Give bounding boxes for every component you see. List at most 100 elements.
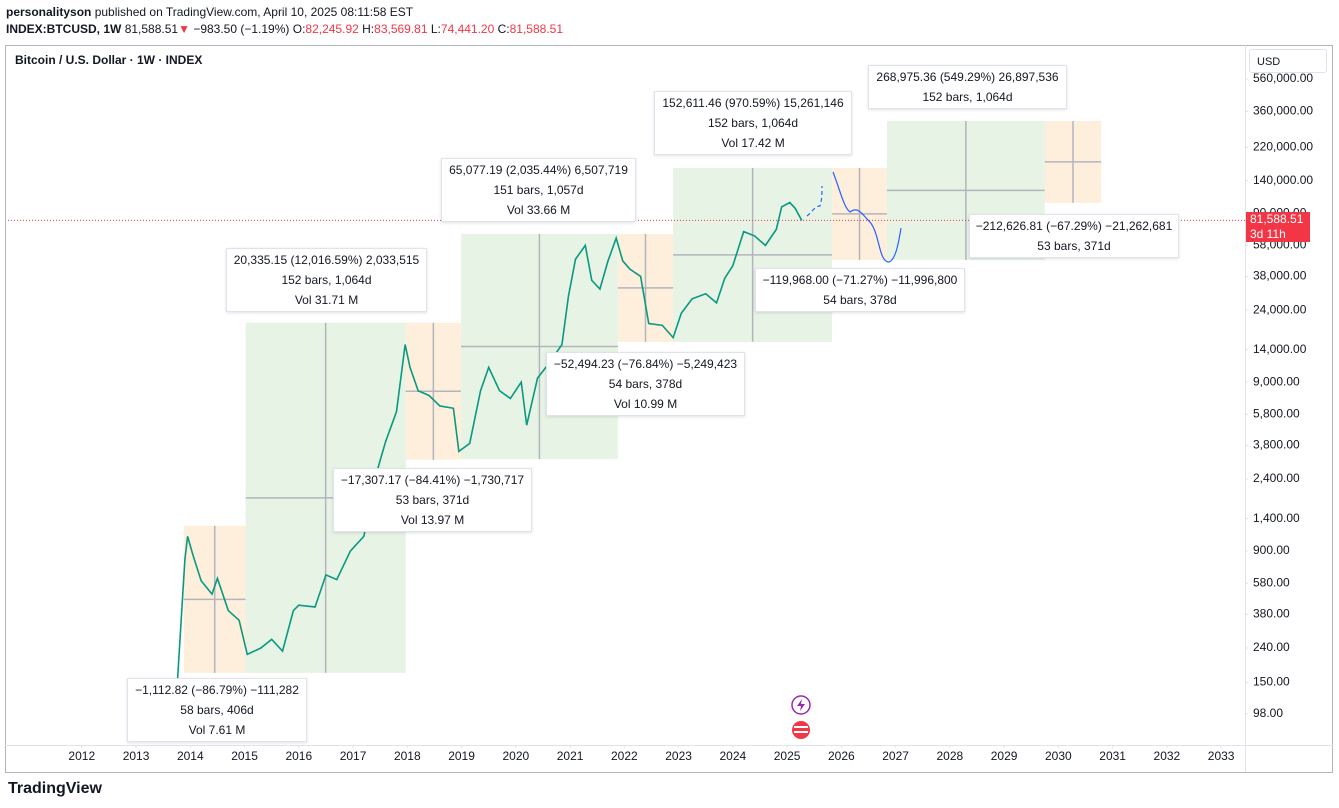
- projection-curve: [832, 171, 902, 263]
- measure-box: 65,077.19 (2,035.44%) 6,507,719 151 bars,…: [441, 158, 636, 222]
- symbol: INDEX:BTCUSD, 1W: [6, 22, 122, 36]
- x-tick-label: 2020: [502, 749, 529, 763]
- high-value: 83,569.81: [374, 22, 428, 36]
- measure-box: −52,494.23 (−76.84%) −5,249,423 54 bars, …: [546, 352, 745, 416]
- x-tick-label: 2023: [665, 749, 692, 763]
- x-tick-label: 2029: [991, 749, 1018, 763]
- measure-line: Vol 7.61 M: [188, 723, 246, 737]
- measure-box: 268,975.36 (549.29%) 26,897,536 152 bars,…: [868, 65, 1067, 109]
- y-tick-label: 5,800.00: [1253, 406, 1300, 420]
- low-value: 74,441.20: [440, 22, 495, 36]
- measure-box: 20,335.15 (12,016.59%) 2,033,515 152 bars…: [226, 248, 427, 312]
- projection-dash: [806, 185, 823, 217]
- chart-title: Bitcoin / U.S. Dollar · 1W · INDEX: [15, 53, 203, 67]
- y-tick-label: 38,000.00: [1253, 269, 1307, 283]
- measure-line: Vol 17.42 M: [721, 136, 785, 150]
- measure-line: Vol 13.97 M: [400, 513, 465, 527]
- currency-button[interactable]: USD: [1249, 49, 1327, 73]
- symbol-info: INDEX:BTCUSD, 1W 81,588.51▼ −983.50 (−1.…: [6, 22, 563, 36]
- x-tick-label: 2017: [340, 749, 367, 763]
- zones: [183, 120, 1102, 673]
- countdown: 3d 11h: [1250, 227, 1286, 242]
- y-tick-label: 3,800.00: [1253, 438, 1300, 452]
- measure-line: 152 bars, 1,064d: [281, 273, 372, 287]
- measure-line: 54 bars, 378d: [608, 377, 683, 391]
- price-line: [175, 201, 803, 694]
- x-tick-label: 2014: [177, 749, 204, 763]
- measure-line: −17,307.17 (−84.41%) −1,730,717: [340, 473, 525, 487]
- flash-icon: [797, 699, 805, 711]
- low-label: L:: [430, 22, 441, 36]
- measure-line: 152 bars, 1,064d: [922, 90, 1013, 104]
- x-tick-label: 2012: [68, 749, 95, 763]
- measure-box: −119,968.00 (−71.27%) −11,996,800 54 bars…: [755, 268, 965, 312]
- last-price: 81,588.51: [124, 22, 179, 36]
- high-label: H:: [362, 22, 375, 36]
- measure-line: 58 bars, 406d: [180, 703, 254, 717]
- y-tick-label: 560,000.00: [1253, 71, 1313, 85]
- measure-line: 53 bars, 371d: [1037, 239, 1111, 253]
- x-tick-label: 2025: [774, 749, 801, 763]
- y-tick-label: 220,000.00: [1253, 140, 1313, 154]
- publish-info: personalityson published on TradingView.…: [6, 5, 413, 19]
- x-tick-label: 2028: [937, 749, 964, 763]
- measure-line: 65,077.19 (2,035.44%) 6,507,719: [449, 163, 628, 177]
- open-value: 82,245.92: [305, 22, 359, 36]
- flag-stripe: [794, 726, 808, 728]
- measure-line: −52,494.23 (−76.84%) −5,249,423: [553, 357, 738, 371]
- measure-line: 151 bars, 1,057d: [493, 183, 584, 197]
- x-tick-label: 2019: [448, 749, 475, 763]
- measure-line: 53 bars, 371d: [395, 493, 470, 507]
- y-tick-label: 2,400.00: [1253, 471, 1300, 485]
- measure-line: 268,975.36 (549.29%) 26,897,536: [876, 70, 1059, 84]
- y-tick-label: 580.00: [1253, 575, 1290, 589]
- y-tick-label: 9,000.00: [1253, 374, 1300, 388]
- x-tick-label: 2015: [231, 749, 258, 763]
- x-tick-label: 2016: [285, 749, 312, 763]
- measure-box: 152,611.46 (970.59%) 15,261,146 152 bars,…: [654, 91, 852, 155]
- y-tick-label: 1,400.00: [1253, 511, 1300, 525]
- y-tick-label: 150.00: [1253, 675, 1290, 689]
- measure-line: −119,968.00 (−71.27%) −11,996,800: [762, 273, 958, 287]
- down-arrow: ▼: [178, 22, 190, 36]
- open-label: O:: [292, 22, 306, 36]
- x-tick-label: 2027: [882, 749, 909, 763]
- publish-text: published on TradingView.com, April 10, …: [94, 5, 414, 19]
- x-tick-label: 2030: [1045, 749, 1072, 763]
- x-tick-label: 2024: [719, 749, 746, 763]
- measure-line: Vol 33.66 M: [506, 203, 571, 217]
- projection: [806, 171, 902, 263]
- last-price-value: 81,588.51: [1250, 212, 1304, 227]
- y-tick-label: 900.00: [1253, 543, 1290, 557]
- axes: 2012 2013 2014 2015 2016 2017 2018 2019 2020 2021…: [68, 71, 1313, 763]
- measure-box: −17,307.17 (−84.41%) −1,730,717 53 bars, …: [333, 468, 532, 532]
- y-tick-label: 140,000.00: [1253, 173, 1313, 187]
- x-tick-label: 2031: [1099, 749, 1126, 763]
- y-tick-label: 14,000.00: [1253, 342, 1307, 356]
- x-tick-label: 2021: [557, 749, 584, 763]
- measure-line: −1,112.82 (−86.79%) −111,282: [135, 683, 299, 697]
- measure-box: −1,112.82 (−86.79%) −111,282 58 bars, 406…: [127, 678, 307, 742]
- x-tick-label: 2032: [1154, 749, 1181, 763]
- x-tick-label: 2018: [394, 749, 421, 763]
- x-tick-label: 2026: [828, 749, 855, 763]
- brand-logo[interactable]: TradingView: [8, 780, 102, 797]
- change: −983.50 (−1.19%): [193, 22, 290, 36]
- last-price-label: 81,588.51 3d 11h: [1246, 212, 1310, 243]
- y-tick-label: 380.00: [1253, 606, 1290, 620]
- measure-line: 152 bars, 1,064d: [707, 116, 799, 130]
- us-flag-icon[interactable]: [792, 721, 810, 739]
- measure-box: −212,626.81 (−67.29%) −21,262,681 53 bars…: [969, 214, 1179, 258]
- x-tick-label: 2033: [1208, 749, 1235, 763]
- y-tick-label: 98.00: [1253, 706, 1283, 720]
- flag-stripe: [794, 731, 808, 733]
- measure-line: 54 bars, 378d: [823, 293, 897, 307]
- measure-line: 20,335.15 (12,016.59%) 2,033,515: [233, 253, 420, 267]
- chart-frame: [5, 45, 1333, 773]
- y-tick-label: 240.00: [1253, 640, 1290, 654]
- measure-line: 152,611.46 (970.59%) 15,261,146: [662, 96, 844, 110]
- x-tick-label: 2022: [611, 749, 638, 763]
- author[interactable]: personalityson: [6, 5, 92, 19]
